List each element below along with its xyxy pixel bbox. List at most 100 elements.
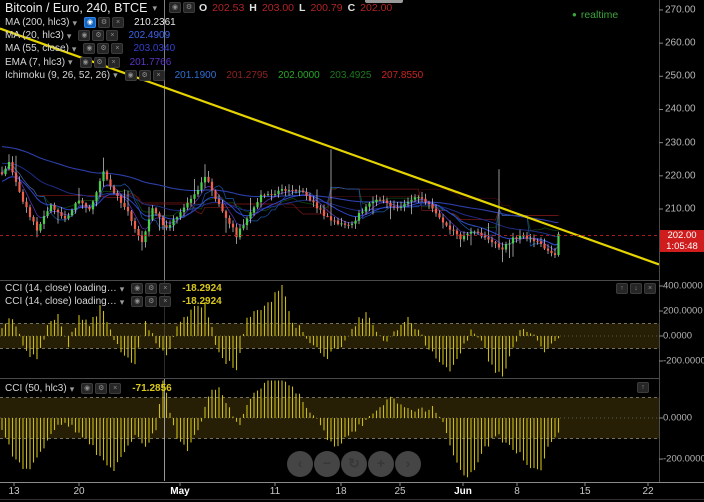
chevron-down-icon[interactable]: ▾ — [69, 383, 75, 394]
candle-body — [287, 189, 291, 191]
cci-tick-label: 0.0000 — [663, 412, 693, 424]
gear-button[interactable]: ⚙ — [98, 17, 111, 29]
chevron-down-icon[interactable]: ▾ — [68, 57, 73, 68]
chevron-down-icon[interactable]: ▾ — [72, 17, 78, 28]
move-pane-up-button[interactable]: ↑ — [616, 283, 628, 294]
ichimoku-kijun-line — [1, 164, 559, 221]
candle-body — [420, 197, 424, 199]
gear-button[interactable]: ⚙ — [183, 2, 195, 13]
cci-tick-label: 400.0000 — [663, 280, 703, 292]
candle-body — [252, 207, 256, 213]
indicator-label[interactable]: CCI (14, close) loading… — [5, 296, 117, 307]
move-pane-up-button[interactable]: ↑ — [637, 382, 649, 393]
indicator-value: -18.2924 — [182, 296, 222, 307]
indicator-label[interactable]: MA (200, hlc3) — [5, 17, 70, 29]
candle-body — [326, 216, 329, 218]
candle-body — [455, 230, 459, 235]
eye-button[interactable]: ◉ — [169, 2, 181, 13]
candle-body — [396, 207, 399, 209]
indicator-label[interactable]: CCI (14, close) loading… — [5, 283, 117, 294]
indicator-label[interactable]: MA (55, close) — [5, 43, 69, 55]
chevron-down-icon[interactable]: ▾ — [119, 283, 125, 294]
close-button[interactable]: × — [152, 69, 165, 81]
candle-body — [357, 212, 361, 221]
indicator-label[interactable]: EMA (7, hlc3) — [5, 56, 66, 68]
scroll-right-button[interactable]: › — [395, 451, 421, 477]
candle-body — [490, 239, 494, 243]
remove-pane-button[interactable]: × — [644, 283, 656, 294]
chevron-down-icon[interactable]: ▾ — [66, 30, 72, 41]
gear-button[interactable]: ⚙ — [95, 383, 108, 394]
chevron-down-icon[interactable]: ▾ — [152, 3, 157, 13]
candle-body — [126, 207, 130, 212]
scroll-left-button[interactable]: ‹ — [287, 451, 313, 477]
trendline[interactable] — [0, 27, 660, 266]
indicator-label[interactable]: Ichimoku (9, 26, 52, 26) — [5, 69, 111, 81]
candle-body — [329, 216, 333, 221]
candle-body — [536, 241, 539, 243]
zoom-in-button[interactable]: + — [368, 451, 394, 477]
candle-body — [249, 212, 252, 219]
close-button[interactable]: × — [159, 283, 172, 294]
candle-body — [35, 221, 39, 231]
gear-button[interactable]: ⚙ — [93, 56, 106, 68]
gear-button[interactable]: ⚙ — [92, 30, 105, 42]
candle-body — [109, 179, 112, 187]
candle-body — [11, 162, 14, 173]
candle-body — [413, 197, 417, 200]
time-tick-label: 20 — [73, 486, 85, 497]
candle-body — [431, 204, 434, 209]
candle-body — [105, 171, 109, 180]
indicator-value: 203.0340 — [133, 43, 176, 55]
indicator-value: 201.7766 — [129, 56, 172, 68]
close-button[interactable]: × — [111, 43, 124, 55]
candle-body — [203, 176, 207, 183]
ohlc-label: L — [299, 2, 306, 14]
candle-body — [165, 225, 168, 228]
close-button[interactable]: × — [106, 30, 119, 42]
indicator-buttons: ◉ ⚙ × — [84, 17, 125, 29]
eye-button[interactable]: ◉ — [79, 56, 92, 68]
time-tick-label: 15 — [579, 486, 591, 497]
candle-body — [350, 223, 354, 225]
ohlc-label: H — [249, 2, 257, 14]
eye-button[interactable]: ◉ — [131, 283, 144, 294]
close-button[interactable]: × — [159, 296, 172, 307]
gear-button[interactable]: ⚙ — [145, 296, 158, 307]
gear-button[interactable]: ⚙ — [145, 283, 158, 294]
top-tab-strip — [365, 0, 403, 3]
gear-button[interactable]: ⚙ — [138, 69, 151, 81]
eye-button[interactable]: ◉ — [131, 296, 144, 307]
candle-body — [18, 181, 21, 192]
candle-body — [67, 215, 70, 219]
candle-body — [74, 203, 77, 210]
candle-body — [221, 203, 224, 212]
close-button[interactable]: × — [109, 383, 122, 394]
chevron-down-icon[interactable]: ▾ — [71, 43, 77, 54]
eye-button[interactable]: ◉ — [78, 30, 91, 42]
move-pane-down-button[interactable]: ↓ — [630, 283, 642, 294]
candle-body — [224, 211, 228, 218]
ichimoku-tenkan-line — [1, 164, 559, 247]
indicator-label[interactable]: CCI (50, hlc3) — [5, 383, 67, 394]
zoom-out-button[interactable]: − — [314, 451, 340, 477]
reset-zoom-button[interactable]: ↻ — [341, 451, 367, 477]
eye-button[interactable]: ◉ — [83, 43, 96, 55]
indicator-row: CCI (14, close) loading… ▾ ◉ ⚙ × -18.2924 — [5, 295, 222, 308]
candle-body — [508, 243, 511, 245]
candle-body — [175, 217, 179, 220]
chevron-down-icon[interactable]: ▾ — [113, 70, 118, 81]
candle-body — [259, 194, 263, 203]
price-tick-label: 220.00 — [665, 170, 696, 182]
symbol-title[interactable]: Bitcoin / Euro, 240, BTCE — [5, 1, 148, 15]
close-button[interactable]: × — [112, 17, 125, 29]
chevron-down-icon[interactable]: ▾ — [119, 296, 125, 307]
eye-button[interactable]: ◉ — [81, 383, 94, 394]
indicator-label[interactable]: MA (20, hlc3) — [5, 30, 64, 42]
realtime-label: realtime — [580, 9, 619, 21]
close-button[interactable]: × — [107, 56, 120, 68]
eye-button[interactable]: ◉ — [124, 69, 137, 81]
gear-button[interactable]: ⚙ — [97, 43, 110, 55]
eye-button[interactable]: ◉ — [84, 17, 97, 29]
